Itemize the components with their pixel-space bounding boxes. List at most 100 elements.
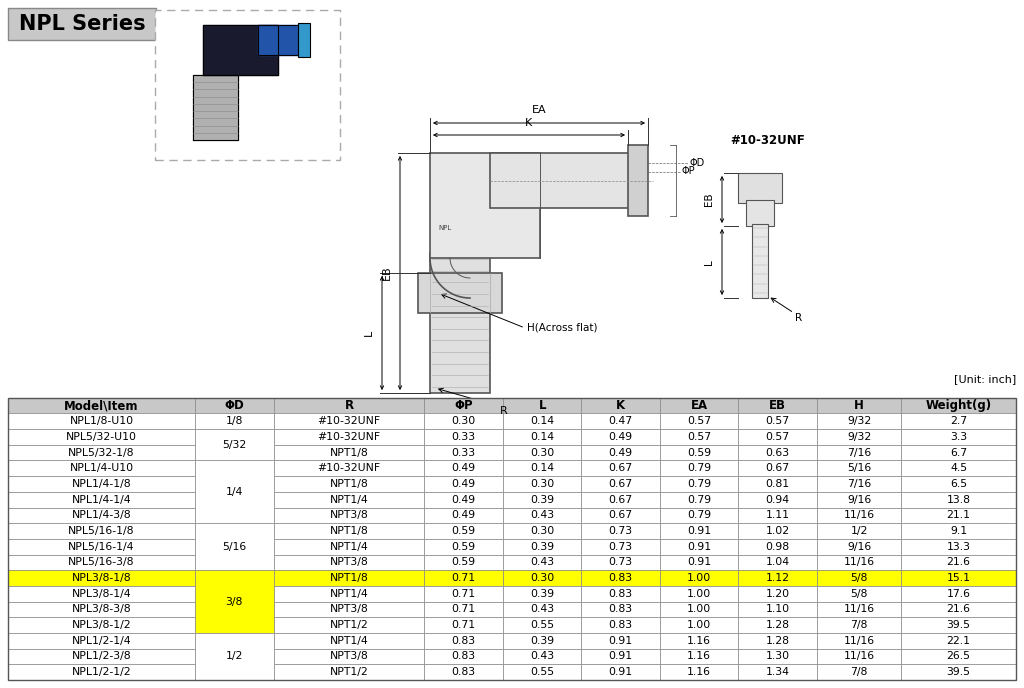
Text: 0.39: 0.39 — [530, 589, 554, 599]
Bar — [273, 492, 425, 508]
Text: 0.59: 0.59 — [452, 541, 476, 552]
Text: 0.73: 0.73 — [608, 557, 633, 568]
Bar — [582, 492, 659, 508]
Bar — [8, 444, 196, 460]
Text: NPT1/2: NPT1/2 — [330, 620, 369, 630]
Text: 5/32: 5/32 — [222, 440, 247, 450]
Bar — [738, 429, 817, 444]
Text: 0.71: 0.71 — [452, 589, 476, 599]
Text: NPL1/8-U10: NPL1/8-U10 — [70, 416, 133, 427]
Bar — [582, 649, 659, 665]
Text: 4.5: 4.5 — [950, 463, 968, 473]
Bar — [582, 476, 659, 492]
Text: 0.55: 0.55 — [530, 620, 554, 630]
Text: 1.00: 1.00 — [687, 573, 712, 583]
Text: 0.67: 0.67 — [608, 479, 633, 489]
Bar — [659, 665, 738, 680]
Text: 21.1: 21.1 — [946, 510, 971, 520]
Bar — [659, 649, 738, 665]
Text: 0.94: 0.94 — [766, 495, 790, 505]
Bar — [901, 586, 1016, 601]
Text: 1.28: 1.28 — [766, 636, 790, 646]
Text: 0.39: 0.39 — [530, 541, 554, 552]
Bar — [273, 476, 425, 492]
Bar — [273, 617, 425, 633]
Bar — [582, 633, 659, 649]
Text: 1.00: 1.00 — [687, 589, 712, 599]
Text: 1.20: 1.20 — [766, 589, 790, 599]
Text: 0.33: 0.33 — [452, 448, 476, 458]
Bar — [582, 617, 659, 633]
Text: NPT1/8: NPT1/8 — [330, 573, 369, 583]
Text: 0.14: 0.14 — [530, 463, 554, 473]
Text: NPT3/8: NPT3/8 — [330, 605, 369, 614]
Text: 0.43: 0.43 — [530, 510, 554, 520]
Text: 7/8: 7/8 — [850, 667, 867, 677]
Bar — [817, 539, 901, 555]
Text: 0.73: 0.73 — [608, 526, 633, 536]
Bar — [817, 413, 901, 429]
Text: 0.83: 0.83 — [608, 605, 633, 614]
Text: R: R — [344, 399, 353, 412]
Text: NPL5/16-1/8: NPL5/16-1/8 — [69, 526, 135, 536]
Text: 0.98: 0.98 — [766, 541, 790, 552]
Text: 0.67: 0.67 — [766, 463, 790, 473]
Bar — [503, 476, 582, 492]
Bar — [196, 429, 273, 460]
Text: 1.12: 1.12 — [766, 573, 790, 583]
Text: 9/16: 9/16 — [847, 541, 871, 552]
Bar — [8, 601, 196, 617]
Bar — [430, 253, 490, 393]
Text: NPT1/4: NPT1/4 — [330, 589, 369, 599]
Bar — [901, 570, 1016, 586]
Text: 3/8: 3/8 — [225, 596, 243, 607]
Text: 1.04: 1.04 — [766, 557, 790, 568]
Text: 0.91: 0.91 — [687, 526, 712, 536]
Bar — [8, 633, 196, 649]
Bar — [582, 586, 659, 601]
Bar — [503, 492, 582, 508]
Bar — [425, 539, 503, 555]
Text: 3.3: 3.3 — [950, 432, 968, 442]
Text: ΦP: ΦP — [682, 166, 695, 177]
Bar — [901, 460, 1016, 476]
Bar — [659, 586, 738, 601]
Text: 6.5: 6.5 — [950, 479, 968, 489]
Text: 0.39: 0.39 — [530, 636, 554, 646]
Bar — [425, 633, 503, 649]
Bar — [8, 617, 196, 633]
Text: NPL: NPL — [438, 225, 452, 231]
Bar — [425, 649, 503, 665]
Bar — [503, 649, 582, 665]
Bar — [817, 444, 901, 460]
Text: 9.1: 9.1 — [950, 526, 968, 536]
Text: 1/4: 1/4 — [225, 487, 243, 497]
Bar — [738, 508, 817, 523]
Bar — [738, 665, 817, 680]
Bar — [8, 398, 1016, 680]
Text: 0.59: 0.59 — [687, 448, 712, 458]
Text: 11/16: 11/16 — [844, 605, 874, 614]
Bar — [659, 460, 738, 476]
Text: 21.6: 21.6 — [946, 557, 971, 568]
Bar — [582, 601, 659, 617]
Text: NPL3/8-1/4: NPL3/8-1/4 — [72, 589, 131, 599]
Bar — [582, 460, 659, 476]
Bar — [273, 429, 425, 444]
Bar — [582, 555, 659, 570]
Bar — [418, 273, 502, 313]
Bar — [196, 523, 273, 570]
Bar — [503, 555, 582, 570]
Bar — [430, 153, 540, 258]
Text: ΦD: ΦD — [224, 399, 244, 412]
Bar — [659, 555, 738, 570]
Text: NPL Series: NPL Series — [18, 14, 145, 34]
Text: #10-32UNF: #10-32UNF — [730, 133, 805, 147]
Text: 9/16: 9/16 — [847, 495, 871, 505]
Bar — [8, 586, 196, 601]
Bar — [817, 617, 901, 633]
Text: 0.14: 0.14 — [530, 416, 554, 427]
Text: 0.81: 0.81 — [766, 479, 790, 489]
Bar — [196, 413, 273, 429]
Bar — [738, 555, 817, 570]
